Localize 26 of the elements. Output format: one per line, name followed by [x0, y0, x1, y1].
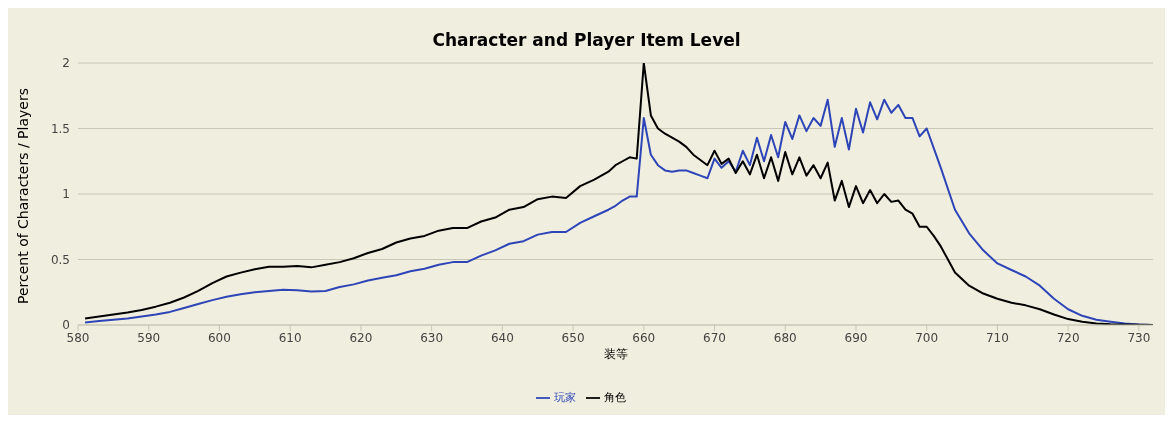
y-tick-label: 1 — [62, 187, 70, 202]
x-tick-label: 670 — [703, 330, 726, 345]
y-tick-label: 0.5 — [50, 252, 70, 267]
legend-label: 角色 — [603, 391, 626, 404]
x-tick-label: 720 — [1056, 330, 1080, 345]
x-tick-label: 600 — [207, 330, 231, 345]
y-axis-title: Percent of Characters / Players — [14, 88, 31, 304]
x-tick-label: 620 — [349, 330, 373, 345]
legend-label: 玩家 — [553, 391, 576, 404]
x-tick-label: 710 — [985, 330, 1009, 345]
x-tick-label: 640 — [490, 330, 514, 345]
x-tick-label: 660 — [632, 330, 656, 345]
x-tick-label: 630 — [420, 330, 444, 345]
x-tick-label: 690 — [844, 330, 868, 345]
x-tick-label: 610 — [278, 330, 302, 345]
y-tick-label: 0 — [62, 318, 70, 333]
x-tick-label: 680 — [773, 330, 797, 345]
y-tick-label: 1.5 — [50, 121, 70, 136]
x-tick-label: 730 — [1127, 330, 1151, 345]
x-tick-label: 580 — [66, 330, 90, 345]
x-axis-title: 装等 — [603, 347, 628, 361]
chart-title: Character and Player Item Level — [431, 30, 742, 50]
x-tick-label: 590 — [137, 330, 161, 345]
x-tick-label: 650 — [561, 330, 585, 345]
y-tick-label: 2 — [62, 56, 70, 71]
x-tick-label: 700 — [915, 330, 939, 345]
